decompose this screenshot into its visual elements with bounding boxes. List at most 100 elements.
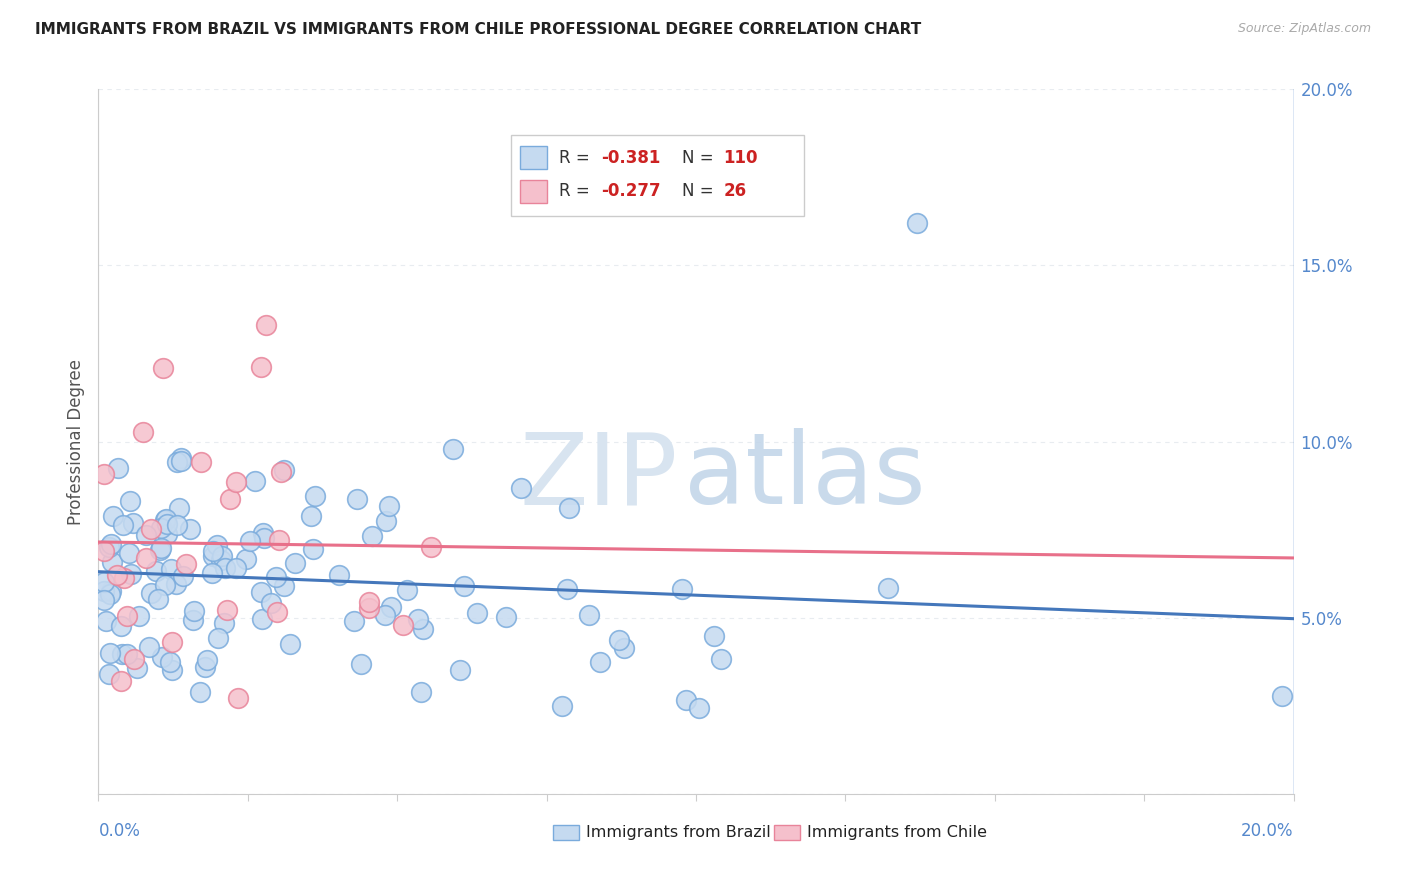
Point xyxy=(675,693,697,707)
Text: N =: N = xyxy=(682,149,718,167)
Point xyxy=(93,544,115,558)
Point xyxy=(225,475,247,489)
Text: ZIP: ZIP xyxy=(520,428,678,525)
Point xyxy=(93,574,115,589)
Point xyxy=(153,513,176,527)
Text: 110: 110 xyxy=(724,149,758,167)
Point xyxy=(346,492,368,507)
Point xyxy=(1271,690,1294,704)
Point xyxy=(150,649,173,664)
Point xyxy=(343,614,366,628)
Point xyxy=(211,549,233,563)
Point xyxy=(98,646,122,660)
Point xyxy=(160,635,183,649)
Point xyxy=(110,674,132,689)
Point xyxy=(226,690,249,705)
Point xyxy=(190,455,212,469)
Point xyxy=(112,517,135,532)
Point xyxy=(101,555,124,569)
Text: 20.0%: 20.0% xyxy=(1241,822,1294,840)
Point xyxy=(167,501,190,516)
Point xyxy=(183,604,205,618)
Point xyxy=(225,560,247,574)
Point xyxy=(253,531,276,545)
Y-axis label: Professional Degree: Professional Degree xyxy=(66,359,84,524)
Point xyxy=(138,640,160,654)
Point xyxy=(360,529,382,543)
Point xyxy=(174,557,197,571)
Point xyxy=(93,593,115,607)
Text: Immigrants from Brazil: Immigrants from Brazil xyxy=(586,825,770,840)
Point xyxy=(101,508,124,523)
Point xyxy=(98,586,121,600)
Point xyxy=(156,527,179,541)
Text: 0.0%: 0.0% xyxy=(98,822,141,840)
Point xyxy=(613,640,636,655)
Point xyxy=(127,661,149,675)
Point xyxy=(105,567,128,582)
Point xyxy=(172,569,194,583)
Point xyxy=(149,541,172,556)
Bar xyxy=(520,180,547,203)
Point xyxy=(128,608,150,623)
Point xyxy=(357,601,380,615)
Point xyxy=(250,584,273,599)
Point xyxy=(302,541,325,556)
Point xyxy=(141,522,163,536)
Point xyxy=(284,556,307,570)
Point xyxy=(266,570,288,584)
Point xyxy=(214,560,236,574)
Point xyxy=(235,552,257,566)
Point xyxy=(267,533,290,548)
Point xyxy=(380,600,402,615)
Point xyxy=(688,700,710,714)
Point xyxy=(145,564,167,578)
Point xyxy=(219,491,242,506)
Point xyxy=(392,618,415,632)
Point xyxy=(100,536,122,550)
Point xyxy=(201,566,224,581)
Point xyxy=(170,454,193,468)
Point xyxy=(876,581,898,595)
Point xyxy=(589,655,612,669)
Point xyxy=(166,454,188,468)
Point xyxy=(449,663,471,677)
Point xyxy=(195,653,218,667)
Point xyxy=(159,655,181,669)
Point xyxy=(118,493,141,508)
Point xyxy=(122,652,145,666)
Point xyxy=(188,685,211,699)
Point xyxy=(120,567,142,582)
Point xyxy=(214,615,236,630)
Point xyxy=(411,685,433,699)
Text: 26: 26 xyxy=(724,182,747,201)
Point xyxy=(117,608,139,623)
Point xyxy=(419,540,441,554)
Point xyxy=(165,577,187,591)
Point xyxy=(243,474,266,488)
Point xyxy=(139,585,162,599)
Text: N =: N = xyxy=(682,182,718,201)
Point xyxy=(156,517,179,532)
Point xyxy=(117,647,139,661)
Point xyxy=(202,543,225,558)
Point xyxy=(250,612,273,626)
Point xyxy=(93,467,115,481)
Text: -0.381: -0.381 xyxy=(602,149,661,167)
Point xyxy=(179,522,201,536)
Point xyxy=(350,657,373,671)
Point xyxy=(152,361,174,376)
Point xyxy=(98,541,121,555)
Point xyxy=(98,666,121,681)
Point xyxy=(207,632,229,646)
Point xyxy=(710,652,733,666)
Point xyxy=(205,538,228,552)
Point xyxy=(181,613,204,627)
Point xyxy=(100,584,122,599)
Point xyxy=(112,571,135,585)
Point xyxy=(252,526,274,541)
Point xyxy=(93,583,115,598)
Point xyxy=(146,592,169,607)
Point xyxy=(209,552,232,566)
Bar xyxy=(520,146,547,169)
